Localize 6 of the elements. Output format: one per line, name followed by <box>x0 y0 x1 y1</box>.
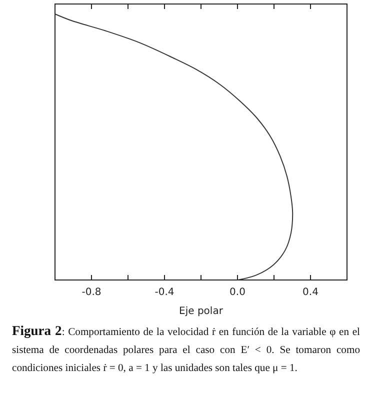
x-axis-title: Eje polar <box>179 306 224 317</box>
x-tick-label: -0.4 <box>154 287 174 298</box>
x-tick-label: 0.0 <box>230 287 246 298</box>
text: -0.8 <box>82 287 102 298</box>
x-tick-label: 0.4 <box>302 287 318 298</box>
text: Figura 2: Comportamiento de la velocidad ṙ en función de la variable φ en el sistema de coordenadas polares para el caso con E′ < 0. Se tomaron como condiciones iniciales ṙ = 0, a = 1 y las unidades son tales que μ = 1. <box>12 323 360 374</box>
